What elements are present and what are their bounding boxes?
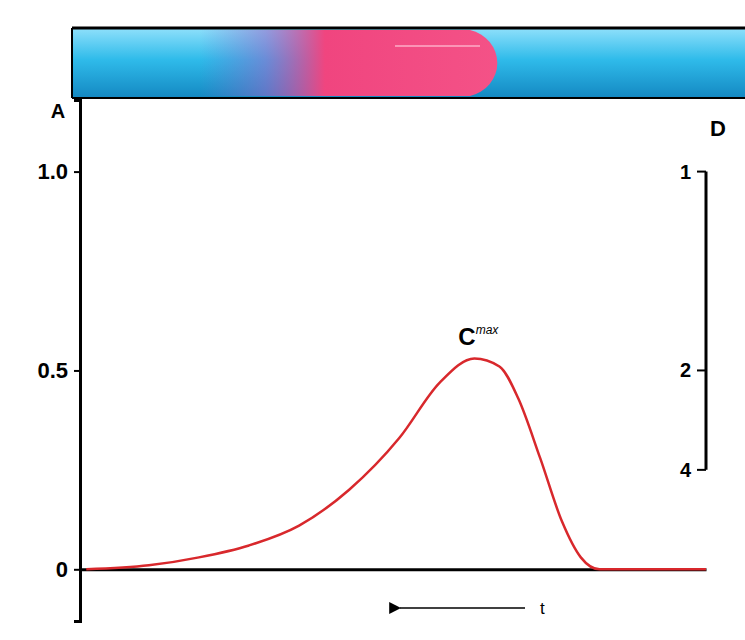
y-tick: 1.0 — [37, 159, 80, 184]
curve — [86, 359, 706, 570]
tube-edge — [72, 27, 745, 30]
tube-highlight — [395, 45, 480, 47]
y2-axis: 1 2 4 — [680, 161, 706, 481]
y2-tick-mark — [697, 369, 706, 371]
y-tick-label: 0.5 — [37, 358, 68, 383]
tube-edge — [72, 97, 745, 99]
time-arrow — [400, 607, 525, 609]
y2-tick-label: 1 — [680, 161, 691, 183]
y-tick-mark — [74, 370, 80, 372]
plot-area — [86, 359, 706, 570]
tube-body — [72, 28, 745, 98]
y-tick-mark — [74, 171, 80, 173]
x-axis-title: t — [540, 599, 545, 618]
y-tick-label: 0 — [56, 557, 68, 582]
tube-plug — [200, 30, 497, 96]
y2-tick-mark — [697, 171, 706, 173]
y-axis-title: A — [51, 100, 65, 122]
y2-axis-line — [705, 172, 708, 470]
tube-edge — [71, 28, 73, 98]
tube — [72, 28, 745, 98]
y2-tick-label: 2 — [680, 359, 691, 381]
y2-tick: 4 — [680, 459, 706, 481]
y2-tick-mark — [697, 469, 706, 471]
chart: 0 0.5 1.0 1 2 4 A Dt Cmax — [0, 0, 745, 640]
y-tick-label: 1.0 — [37, 159, 68, 184]
annotation-text: C — [458, 323, 475, 350]
y2-tick-label: 4 — [680, 459, 692, 481]
y-tick-mark — [74, 569, 80, 571]
y-axis: 0 0.5 1.0 — [37, 101, 80, 622]
y2-axis-title: D — [710, 116, 726, 141]
y-axis-line — [74, 101, 81, 622]
annotation-superscript: max — [476, 323, 500, 337]
y2-tick: 2 — [680, 359, 706, 381]
y2-tick: 1 — [680, 161, 706, 183]
y-tick: 0 — [56, 557, 80, 582]
annotation: Cmax — [458, 323, 499, 350]
y-tick: 0.5 — [37, 358, 80, 383]
